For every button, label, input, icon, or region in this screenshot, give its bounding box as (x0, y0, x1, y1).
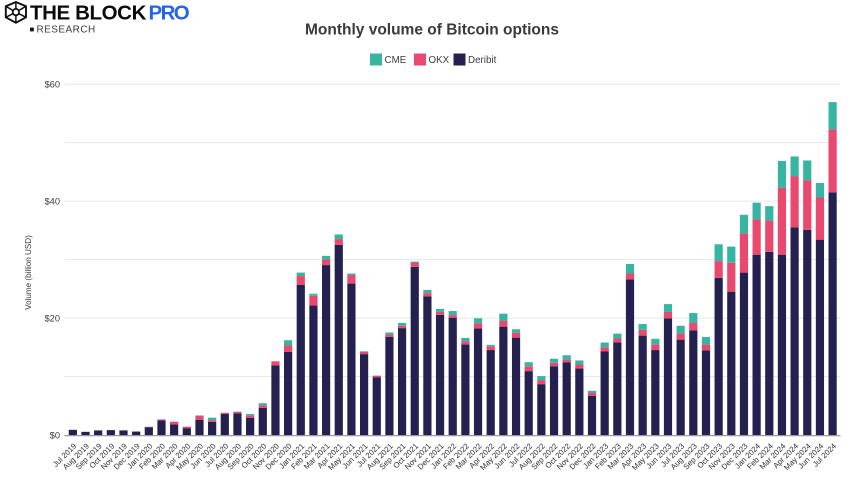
svg-text:RESEARCH: RESEARCH (37, 25, 96, 36)
svg-text:CME: CME (385, 55, 407, 66)
svg-text:PRO: PRO (149, 2, 190, 25)
svg-text:Volume (billion USD): Volume (billion USD) (24, 235, 33, 310)
svg-text:Monthly volume of Bitcoin opti: Monthly volume of Bitcoin options (305, 22, 559, 39)
svg-text:$20: $20 (44, 313, 60, 323)
svg-text:$40: $40 (44, 196, 60, 206)
svg-text:$60: $60 (44, 79, 60, 89)
svg-text:$0: $0 (50, 430, 60, 440)
svg-text:THE BLOCK: THE BLOCK (30, 2, 147, 25)
svg-text:Deribit: Deribit (468, 55, 497, 66)
svg-text:OKX: OKX (429, 55, 450, 66)
